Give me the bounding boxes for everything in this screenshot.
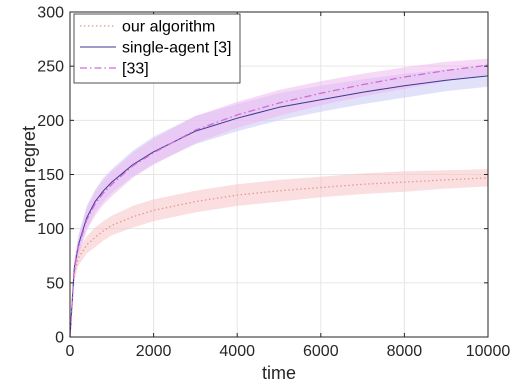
series-line-1 xyxy=(69,75,489,338)
x-tick-label: 0 xyxy=(66,343,75,360)
legend-box xyxy=(73,13,241,84)
y-tick-label: 0 xyxy=(55,330,64,347)
y-tick-label: 200 xyxy=(37,113,64,130)
legend-label-1: single-agent [3] xyxy=(122,40,231,57)
y-tick-label: 100 xyxy=(37,221,64,238)
x-tick-label: 6000 xyxy=(303,343,339,360)
y-tick-label: 150 xyxy=(37,167,64,184)
series-line-2 xyxy=(69,64,489,338)
x-tick-label: 10000 xyxy=(466,343,511,360)
x-axis-label: time xyxy=(262,363,296,383)
y-tick-label: 250 xyxy=(37,59,64,76)
y-tick-label: 300 xyxy=(37,5,64,22)
series-lines xyxy=(69,64,489,338)
legend-label-0: our algorithm xyxy=(122,19,215,36)
series-line-0 xyxy=(69,177,489,338)
y-axis-label: mean regret xyxy=(19,126,39,223)
confidence-band-2 xyxy=(70,58,488,337)
legend-label-2: [33] xyxy=(122,61,149,78)
tick-labels: 0 2000 4000 6000 8000 10000 0 50 100 150 200 250 300 xyxy=(37,5,510,361)
x-tick-label: 8000 xyxy=(387,343,423,360)
legend: our algorithm single-agent [3] [33] xyxy=(73,13,241,84)
confidence-band-0 xyxy=(70,169,488,337)
x-tick-label: 4000 xyxy=(219,343,255,360)
x-tick-label: 2000 xyxy=(136,343,172,360)
y-tick-label: 50 xyxy=(46,275,64,292)
confidence-bands xyxy=(70,58,488,337)
